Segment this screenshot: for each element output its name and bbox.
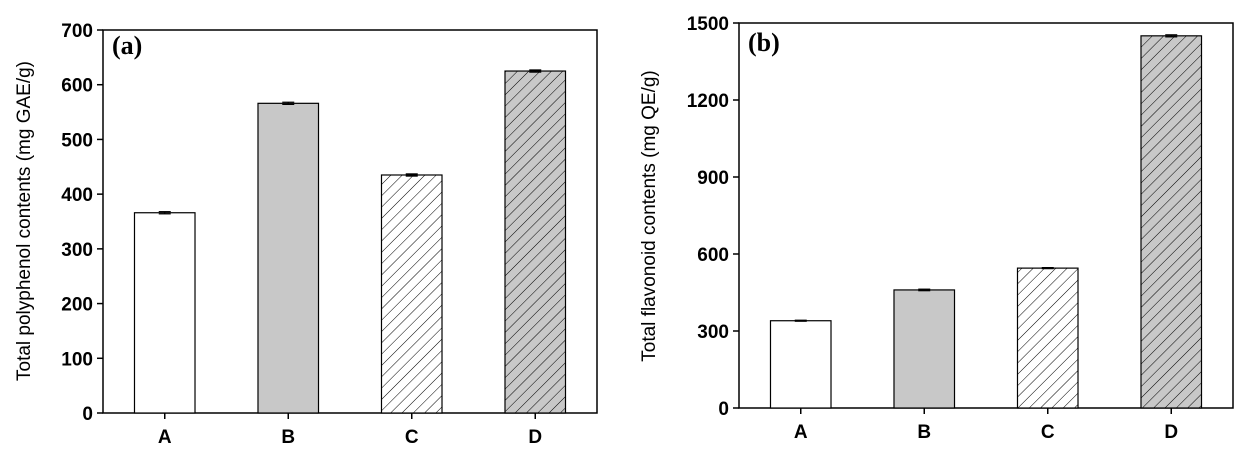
panel-b-category-label-b: B xyxy=(917,422,931,443)
panel-a-bar-d xyxy=(504,70,567,414)
panel-a-bar-c xyxy=(380,174,443,414)
panel-b-y-tick-label: 600 xyxy=(697,245,729,266)
panel-a-plot-frame xyxy=(102,29,598,414)
panel-b-y-tick-label: 1200 xyxy=(687,91,729,112)
panel-a-y-tick-label: 0 xyxy=(82,404,93,425)
panel-b-y-tick-label: 300 xyxy=(697,322,729,343)
panel-a-y-tick-label: 500 xyxy=(61,130,93,151)
panel-a-y-tick-label: 200 xyxy=(61,295,93,316)
panel-a-error-bar-d xyxy=(529,69,542,73)
panel-b-bar-a xyxy=(769,320,832,409)
panel-a-y-tick-label: 400 xyxy=(61,185,93,206)
panel-b-bar-c xyxy=(1016,267,1079,409)
panel-b-category-label-d: D xyxy=(1164,422,1178,443)
panel-b-error-bar-d xyxy=(1165,34,1178,38)
panel-b-y-tick-label: 1500 xyxy=(687,14,729,35)
panel-b-plot-frame xyxy=(738,22,1234,409)
panel-b-error-bar-b xyxy=(918,288,931,292)
panel-a-y-tick-label: 100 xyxy=(61,349,93,370)
panel-a-category-label-c: C xyxy=(405,427,419,448)
panel-b-y-tick-label: 900 xyxy=(697,168,729,189)
panel-b-error-bar-c xyxy=(1041,267,1054,270)
panel-a-y-tick-label: 600 xyxy=(61,76,93,97)
panel-b-y-tick-label: 0 xyxy=(718,399,729,420)
panel-b-chart: (b) Total flavonoid contents (mg QE/g) 0… xyxy=(639,14,1234,443)
panel-a-y-axis-title: Total polyphenol contents (mg GAE/g) xyxy=(14,61,35,381)
panel-a-y-tick-label: 300 xyxy=(61,240,93,261)
panel-a-error-bar-b xyxy=(282,101,295,106)
panel-a-chart: (a) Total polyphenol contents (mg GAE/g)… xyxy=(14,21,598,448)
panel-b-category-label-c: C xyxy=(1041,422,1055,443)
panel-b-y-axis-title: Total flavonoid contents (mg QE/g) xyxy=(639,70,660,361)
panel-a-bar-a xyxy=(133,212,196,414)
panel-a-category-label-d: D xyxy=(528,427,542,448)
panel-a-category-label-a: A xyxy=(158,427,172,448)
panel-a-label: (a) xyxy=(112,31,142,60)
panel-a-bar-b xyxy=(257,102,320,414)
panel-a-error-bar-c xyxy=(405,173,418,177)
panel-b-bar-d xyxy=(1140,35,1203,409)
panel-b-label: (b) xyxy=(748,28,780,57)
panel-b-category-label-a: A xyxy=(794,422,808,443)
panel-a-category-label-b: B xyxy=(281,427,295,448)
panel-a-error-bar-a xyxy=(158,211,171,215)
panel-a-y-tick-label: 700 xyxy=(61,21,93,42)
panel-b-bar-b xyxy=(893,289,956,409)
panel-b-error-bar-a xyxy=(794,319,807,322)
